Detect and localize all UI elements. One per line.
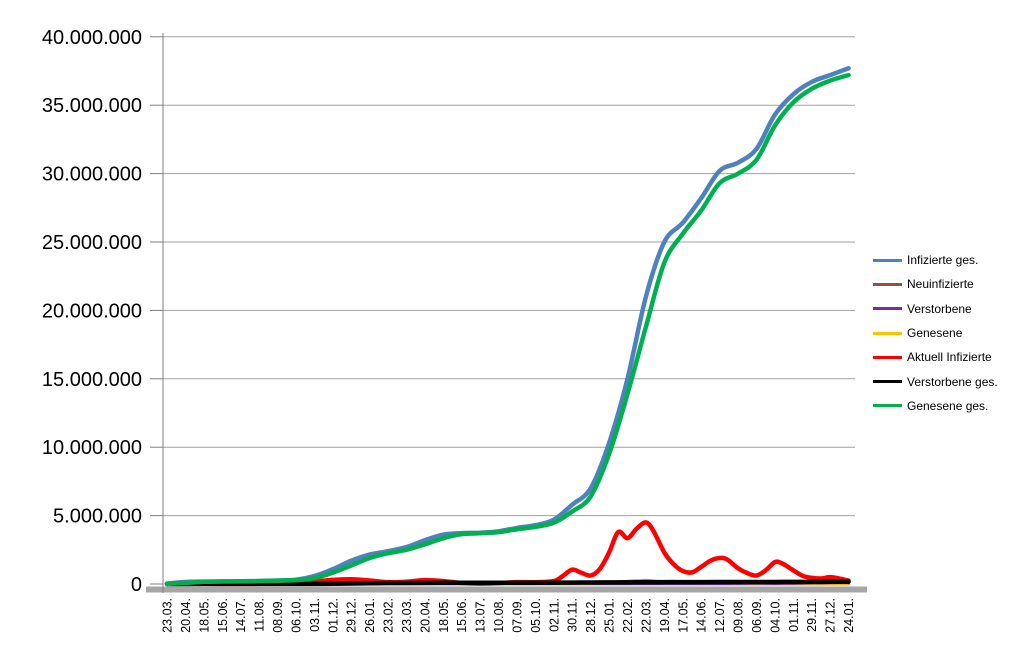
legend-item-verstorbene[interactable]: Verstorbene: [873, 297, 998, 321]
x-axis-category-label: 20.04.: [418, 598, 432, 633]
y-axis-tick-label: 35.000.000: [42, 95, 142, 117]
x-axis-category-label: 18.05.: [437, 598, 451, 633]
legend-label: Aktuell Infizierte: [907, 350, 992, 365]
x-axis-category-label: 11.08.: [253, 598, 267, 632]
x-axis-shadow-bar: [146, 586, 867, 593]
y-axis-tick-label: 5.000.000: [53, 506, 142, 528]
x-axis-category-label: 25.01.: [603, 598, 617, 633]
x-axis-category-label: 10.08.: [492, 598, 506, 633]
x-axis-category-label: 09.08.: [732, 598, 746, 633]
x-axis-category-label: 04.10.: [768, 598, 782, 633]
x-axis-category-label: 15.06.: [455, 598, 469, 633]
x-axis-category-label: 01.11.: [787, 598, 801, 632]
x-axis-category-label: 29.12.: [345, 598, 359, 633]
x-axis-category-label: 08.09.: [271, 598, 285, 633]
x-axis-category-label: 27.12.: [824, 598, 838, 633]
legend-item-infizierte-ges[interactable]: Infizierte ges.: [873, 248, 998, 272]
y-axis-tick-label: 0: [131, 574, 142, 596]
x-axis-category-label: 14.07.: [234, 598, 248, 633]
x-axis-category-label: 22.02.: [621, 598, 635, 633]
series-line-infizierte-ges[interactable]: [164, 66, 851, 586]
x-axis-category-label: 19.04.: [658, 598, 672, 633]
legend-line-swatch: [873, 380, 902, 384]
legend-item-verstorbene-ges[interactable]: Verstorbene ges.: [873, 369, 998, 393]
legend-line-swatch: [873, 258, 902, 262]
x-axis-category-label: 17.05.: [676, 598, 690, 633]
x-axis-category-label: 03.11.: [308, 598, 322, 632]
x-axis-category-label: 22.03.: [639, 598, 653, 633]
legend-line-swatch: [873, 355, 902, 359]
legend-item-aktuell-infizierte[interactable]: Aktuell Infizierte: [873, 345, 998, 369]
x-axis-category-label: 23.02.: [382, 598, 396, 633]
y-axis-tick-label: 40.000.000: [42, 27, 142, 49]
x-axis-category-label: 24.01.: [842, 598, 856, 633]
x-axis-category-label: 06.09.: [750, 598, 764, 633]
x-axis-category-label: 07.09.: [511, 598, 525, 633]
chart-legend: Infizierte ges. Neuinfizierte Verstorbene G…: [873, 248, 998, 418]
x-axis-category-label: 15.06.: [216, 598, 230, 633]
legend-item-genesene-ges[interactable]: Genesene ges.: [873, 394, 998, 418]
y-axis-tick-label: 30.000.000: [42, 164, 142, 186]
x-axis-category-label: 14.06.: [695, 598, 709, 633]
x-axis-category-label: 05.10.: [529, 598, 543, 633]
series-line-genesene-ges[interactable]: [164, 72, 851, 587]
series-line-verstorbene-ges[interactable]: [164, 579, 851, 587]
legend-item-neuinfizierte[interactable]: Neuinfizierte: [873, 272, 998, 296]
y-axis-tick-label: 15.000.000: [42, 369, 142, 391]
legend-label: Genesene ges.: [907, 398, 989, 413]
x-axis-category-label: 29.11.: [805, 598, 819, 632]
x-axis-category-label: 30.11.: [566, 598, 580, 632]
legend-line-swatch: [873, 282, 902, 286]
x-axis-category-label: 13.07.: [474, 598, 488, 633]
y-axis-tick-label: 25.000.000: [42, 232, 142, 254]
legend-label: Genesene: [907, 326, 963, 341]
y-axis-tick-label: 10.000.000: [42, 437, 142, 459]
x-axis-category-label: 26.01.: [363, 598, 377, 633]
x-axis-category-label: 18.05.: [197, 598, 211, 633]
legend-label: Verstorbene ges.: [907, 374, 998, 389]
legend-label: Verstorbene: [907, 301, 972, 316]
x-axis-category-label: 01.12.: [326, 598, 340, 633]
x-axis-category-label: 23.03.: [161, 598, 175, 633]
x-axis-category-label: 12.07.: [713, 598, 727, 633]
x-axis-category-label: 28.12.: [584, 598, 598, 633]
legend-label: Infizierte ges.: [907, 253, 979, 268]
x-axis-category-label: 06.10.: [289, 598, 303, 633]
legend-line-swatch: [873, 404, 902, 408]
legend-label: Neuinfizierte: [907, 277, 974, 292]
series-line-aktuell-infizierte[interactable]: [164, 520, 851, 587]
legend-item-genesene[interactable]: Genesene: [873, 321, 998, 345]
legend-line-swatch: [873, 307, 902, 311]
x-axis-category-label: 20.04.: [179, 598, 193, 633]
x-axis-category-label: 02.11.: [547, 598, 561, 632]
x-axis-category-label: 23.03.: [400, 598, 414, 633]
y-axis-tick-label: 20.000.000: [42, 300, 142, 322]
legend-line-swatch: [873, 331, 902, 335]
